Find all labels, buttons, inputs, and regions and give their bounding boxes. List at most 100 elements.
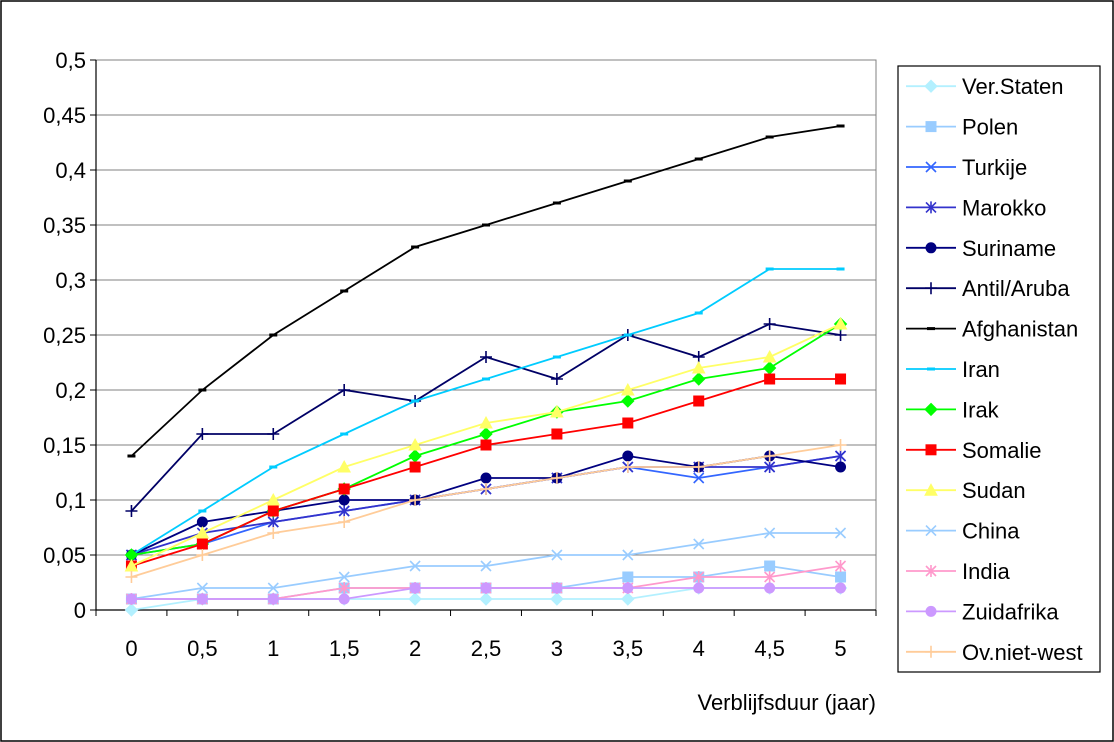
x-tick-label: 3,5 xyxy=(613,636,644,661)
data-point xyxy=(764,571,776,583)
data-point xyxy=(198,388,207,392)
data-point xyxy=(925,201,937,214)
data-point xyxy=(409,494,422,506)
legend-label: Ov.niet-west xyxy=(962,640,1083,665)
data-point xyxy=(925,444,937,456)
data-point xyxy=(480,483,492,495)
legend-item: Iran xyxy=(906,357,1000,382)
y-tick-label: 0,3 xyxy=(55,268,86,293)
data-point xyxy=(835,571,847,583)
data-point xyxy=(925,645,937,658)
series-Ov.niet-west xyxy=(125,439,847,583)
data-point xyxy=(924,79,938,93)
data-point xyxy=(267,582,279,594)
series-Sudan xyxy=(124,316,848,572)
x-tick-label: 0 xyxy=(125,636,137,661)
series-Afghanistan xyxy=(127,124,845,458)
data-point xyxy=(622,549,634,561)
x-axis-label: Verblijfsduur (jaar) xyxy=(697,690,876,715)
data-point xyxy=(125,571,138,583)
legend-item: India xyxy=(906,559,1010,584)
data-point xyxy=(480,439,492,451)
data-point xyxy=(692,461,705,473)
data-point xyxy=(408,437,422,451)
data-point xyxy=(550,373,563,385)
legend-item: Somalie xyxy=(906,438,1041,463)
series-group xyxy=(124,124,848,617)
data-point xyxy=(552,355,561,359)
data-point xyxy=(765,135,774,139)
data-point xyxy=(480,560,492,572)
data-point xyxy=(622,417,634,429)
data-point xyxy=(762,349,777,363)
legend-item: Afghanistan xyxy=(906,317,1078,342)
data-point xyxy=(834,560,847,572)
data-point xyxy=(763,318,776,330)
data-point xyxy=(408,592,422,606)
data-point xyxy=(196,538,208,550)
data-point xyxy=(925,161,937,173)
data-point xyxy=(480,351,492,363)
x-tick-label: 2,5 xyxy=(471,636,502,661)
legend-item: Marokko xyxy=(906,195,1046,220)
data-point xyxy=(338,494,350,506)
data-point xyxy=(694,311,703,315)
legend-label: Irak xyxy=(962,397,1000,422)
y-tick-label: 0,4 xyxy=(55,158,86,183)
data-point xyxy=(480,472,492,484)
data-point xyxy=(125,593,137,605)
legend-label: Sudan xyxy=(962,478,1026,503)
data-point xyxy=(925,525,937,537)
data-point xyxy=(927,367,935,371)
data-point xyxy=(340,432,349,436)
legend-label: India xyxy=(962,559,1010,584)
data-point xyxy=(764,461,776,473)
x-tick-label: 4,5 xyxy=(754,636,785,661)
x-tick-label: 2 xyxy=(409,636,421,661)
data-point xyxy=(195,525,210,539)
data-point xyxy=(196,516,208,528)
y-tick-label: 0,5 xyxy=(55,48,86,73)
data-point xyxy=(269,465,278,469)
data-point xyxy=(340,289,349,293)
data-point xyxy=(764,527,776,539)
data-point xyxy=(836,267,845,271)
data-point xyxy=(693,582,705,594)
data-point xyxy=(925,121,937,133)
data-point xyxy=(925,605,937,617)
data-point xyxy=(622,582,634,594)
series-Antil/Aruba xyxy=(125,318,847,517)
data-point xyxy=(693,571,705,583)
data-point xyxy=(482,223,490,227)
data-point xyxy=(269,333,278,337)
legend: Ver.Staten Polen Turkije Marokko Suriname Ant… xyxy=(897,65,1101,673)
data-point xyxy=(693,538,705,550)
data-point xyxy=(550,592,564,606)
data-point xyxy=(764,582,776,594)
y-tick-label: 0 xyxy=(74,598,86,623)
data-point xyxy=(124,603,139,617)
data-point xyxy=(480,582,492,594)
legend-item: Irak xyxy=(906,397,1000,422)
data-point xyxy=(196,593,208,605)
data-point xyxy=(267,593,279,605)
data-point xyxy=(266,492,281,506)
data-point xyxy=(621,592,635,606)
data-point xyxy=(924,402,938,417)
x-tick-label: 0,5 xyxy=(187,636,218,661)
data-point xyxy=(411,399,420,403)
data-point xyxy=(198,509,207,513)
y-tick-label: 0,45 xyxy=(43,103,86,128)
data-point xyxy=(338,384,351,396)
data-point xyxy=(338,483,350,495)
legend-label: Antil/Aruba xyxy=(962,276,1070,301)
legend-item: Polen xyxy=(906,115,1018,140)
data-point xyxy=(196,428,209,440)
data-point xyxy=(694,157,703,161)
y-tick-label: 0,15 xyxy=(43,433,86,458)
legend-label: Somalie xyxy=(962,438,1041,463)
series-Zuidafrika xyxy=(125,582,847,605)
data-point xyxy=(338,593,350,605)
legend-label: China xyxy=(962,519,1020,544)
